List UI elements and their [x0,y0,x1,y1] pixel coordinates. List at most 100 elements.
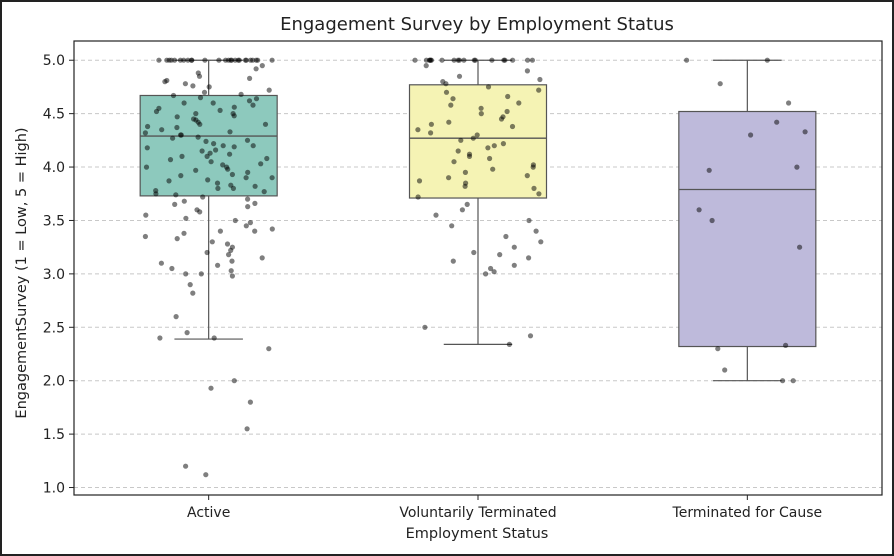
data-point [229,258,235,264]
axes: 1.0 1.5 2.0 2.5 3.0 3.5 4.0 4.5 5.0 Active Volunta… [43,53,822,521]
data-point [509,123,516,130]
data-point [456,57,462,63]
data-point [471,249,477,256]
data-point [503,233,509,240]
data-point [443,81,449,87]
data-point [525,57,531,63]
box-2 [408,59,548,345]
data-point [204,249,210,256]
data-point [227,129,233,135]
data-point [412,57,418,63]
data-point [159,127,165,133]
data-point [144,145,150,151]
data-point [483,271,489,277]
data-point [485,145,491,151]
data-point [506,341,512,347]
data-point [199,148,205,154]
data-point [491,143,497,149]
data-point [172,201,178,207]
data-point [684,57,690,63]
data-point [790,378,796,384]
data-point [516,100,522,106]
data-point [261,189,267,195]
data-point [229,171,235,178]
y-tick-label: 3.5 [43,213,65,229]
data-point [187,282,193,288]
data-point [153,191,159,197]
data-point [181,100,187,106]
data-point [748,132,754,138]
data-point [174,114,180,120]
data-point [709,217,715,224]
x-axis-title: Employment Status [406,526,549,542]
data-point [774,119,780,125]
data-point [244,137,251,143]
data-point [202,57,208,63]
data-point [142,130,148,136]
data-point [269,226,275,232]
data-point [450,258,456,264]
data-point [504,108,510,115]
data-point [443,89,450,95]
data-point [224,241,231,247]
data-point [166,178,172,184]
data-point [487,155,493,162]
data-point [247,75,253,81]
data-point [225,166,231,172]
data-point [196,73,203,79]
data-point [427,57,433,63]
data-point [228,57,234,63]
data-point [530,164,536,170]
data-point [462,169,468,175]
data-point [243,175,249,181]
data-point [538,239,544,245]
data-point [208,385,214,391]
data-point [536,191,542,197]
data-point [246,98,253,104]
data-point [464,201,470,207]
data-point [177,57,183,63]
data-point [142,233,148,240]
data-point [197,209,203,215]
data-point [511,262,517,268]
data-point [786,100,792,106]
data-point [524,173,530,179]
data-point [511,244,517,250]
data-point [696,207,702,213]
y-axis-title: EngagementSurvey (1 = Low, 5 = High) [14,127,30,418]
data-point [200,194,206,200]
data-point [462,183,468,189]
data-point [722,367,728,373]
data-point [170,135,176,141]
data-point [461,57,467,63]
data-point [428,130,434,136]
data-point [153,108,160,115]
data-point [189,57,195,63]
data-point [178,132,184,138]
data-point [488,265,494,272]
data-point [211,335,217,341]
data-point [498,116,505,122]
data-point [214,180,221,186]
data-point [244,426,250,432]
data-point [231,113,237,119]
iqr-box [678,110,817,348]
x-tick-label: Voluntarily Terminated [399,505,556,521]
data-point [208,159,214,165]
data-point [471,57,477,63]
data-point [143,164,150,170]
data-point [510,57,516,63]
data-point [783,342,789,348]
data-point [173,192,179,198]
data-point [717,81,723,87]
data-point [213,147,219,153]
data-point [232,217,238,224]
data-point [802,129,808,135]
data-point [764,57,770,63]
data-point [433,212,439,218]
data-point [500,141,506,147]
data-point [231,378,237,384]
data-point [203,138,209,144]
data-point [259,63,265,69]
y-tick-label: 4.5 [43,107,65,123]
